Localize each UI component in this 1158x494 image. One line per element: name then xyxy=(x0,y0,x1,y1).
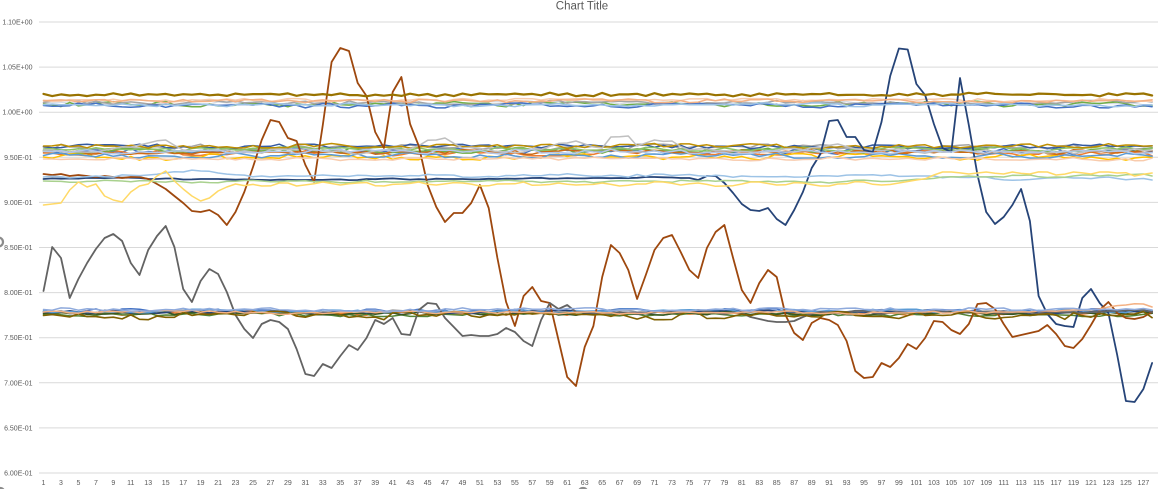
svg-text:29: 29 xyxy=(284,480,292,487)
svg-text:11: 11 xyxy=(127,480,134,487)
svg-text:33: 33 xyxy=(319,480,327,487)
svg-text:1.05E+00: 1.05E+00 xyxy=(2,65,32,72)
svg-text:63: 63 xyxy=(581,480,589,487)
svg-text:69: 69 xyxy=(633,480,641,487)
svg-text:49: 49 xyxy=(459,480,467,487)
svg-text:7.00E-01: 7.00E-01 xyxy=(4,380,33,387)
svg-text:123: 123 xyxy=(1103,480,1115,487)
svg-text:97: 97 xyxy=(878,480,886,487)
svg-text:59: 59 xyxy=(546,480,554,487)
svg-text:57: 57 xyxy=(528,480,536,487)
svg-text:89: 89 xyxy=(808,480,816,487)
svg-text:37: 37 xyxy=(354,480,362,487)
svg-text:1.10E+00: 1.10E+00 xyxy=(2,20,32,27)
svg-text:23: 23 xyxy=(232,480,240,487)
svg-text:15: 15 xyxy=(162,480,170,487)
svg-text:39: 39 xyxy=(371,480,379,487)
svg-text:7.50E-01: 7.50E-01 xyxy=(4,335,33,342)
svg-text:27: 27 xyxy=(267,480,275,487)
svg-text:71: 71 xyxy=(651,480,659,487)
svg-text:35: 35 xyxy=(336,480,344,487)
svg-text:13: 13 xyxy=(144,480,152,487)
svg-text:67: 67 xyxy=(616,480,624,487)
svg-text:85: 85 xyxy=(773,480,781,487)
svg-text:95: 95 xyxy=(860,480,868,487)
svg-text:47: 47 xyxy=(441,480,449,487)
svg-text:115: 115 xyxy=(1033,480,1044,487)
svg-text:105: 105 xyxy=(945,480,957,487)
svg-text:51: 51 xyxy=(476,480,484,487)
svg-text:93: 93 xyxy=(843,480,851,487)
svg-text:107: 107 xyxy=(963,480,975,487)
svg-text:45: 45 xyxy=(424,480,432,487)
svg-text:111: 111 xyxy=(998,480,1009,487)
svg-text:31: 31 xyxy=(302,480,310,487)
svg-text:8.00E-01: 8.00E-01 xyxy=(4,290,33,297)
svg-text:79: 79 xyxy=(721,480,729,487)
svg-text:1: 1 xyxy=(42,480,46,487)
svg-text:87: 87 xyxy=(790,480,798,487)
svg-text:103: 103 xyxy=(928,480,940,487)
svg-text:8.50E-01: 8.50E-01 xyxy=(4,245,33,252)
svg-text:9: 9 xyxy=(111,480,115,487)
svg-text:21: 21 xyxy=(214,480,222,487)
svg-text:Chart Title: Chart Title xyxy=(556,1,608,13)
svg-text:9.00E-01: 9.00E-01 xyxy=(4,200,33,207)
svg-text:119: 119 xyxy=(1068,480,1079,487)
svg-text:91: 91 xyxy=(825,480,833,487)
svg-text:53: 53 xyxy=(494,480,502,487)
svg-text:3: 3 xyxy=(59,480,63,487)
svg-text:75: 75 xyxy=(686,480,694,487)
svg-text:113: 113 xyxy=(1016,480,1027,487)
svg-text:61: 61 xyxy=(563,480,571,487)
svg-text:6.00E-01: 6.00E-01 xyxy=(4,471,33,478)
svg-text:19: 19 xyxy=(197,480,205,487)
svg-text:17: 17 xyxy=(179,480,187,487)
svg-text:1.00E+00: 1.00E+00 xyxy=(2,110,32,117)
svg-text:117: 117 xyxy=(1051,480,1062,487)
svg-text:125: 125 xyxy=(1120,480,1132,487)
svg-text:7: 7 xyxy=(94,480,98,487)
svg-text:25: 25 xyxy=(249,480,257,487)
svg-text:109: 109 xyxy=(980,480,992,487)
svg-text:83: 83 xyxy=(755,480,763,487)
svg-text:5: 5 xyxy=(76,480,80,487)
svg-text:41: 41 xyxy=(389,480,397,487)
svg-text:101: 101 xyxy=(911,480,923,487)
svg-text:43: 43 xyxy=(406,480,414,487)
svg-text:65: 65 xyxy=(598,480,606,487)
svg-text:73: 73 xyxy=(668,480,676,487)
svg-text:9.50E-01: 9.50E-01 xyxy=(4,155,33,162)
svg-text:121: 121 xyxy=(1085,480,1097,487)
svg-text:99: 99 xyxy=(895,480,903,487)
svg-text:77: 77 xyxy=(703,480,711,487)
svg-text:81: 81 xyxy=(738,480,746,487)
svg-text:55: 55 xyxy=(511,480,519,487)
svg-text:127: 127 xyxy=(1138,480,1150,487)
svg-text:6.50E-01: 6.50E-01 xyxy=(4,425,33,432)
